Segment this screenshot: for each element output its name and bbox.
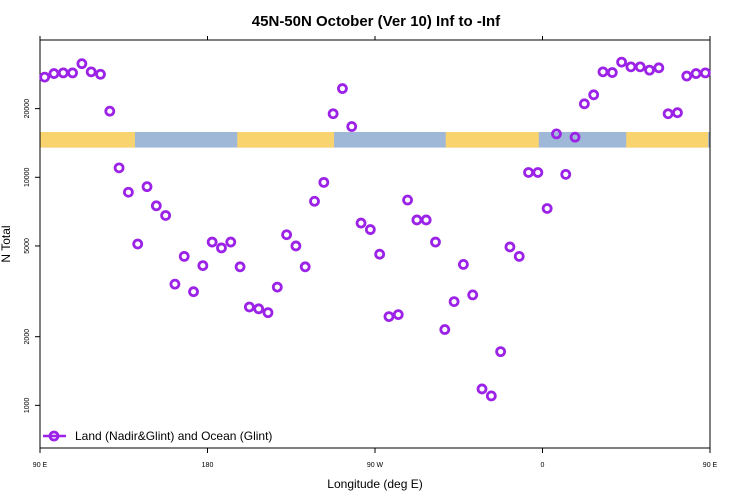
data-point xyxy=(467,289,479,301)
data-point xyxy=(132,238,144,250)
data-point xyxy=(662,108,674,120)
data-point xyxy=(625,61,637,73)
data-point xyxy=(197,260,209,271)
data-point xyxy=(430,236,441,248)
data-point xyxy=(243,301,255,313)
data-point xyxy=(569,131,581,143)
data-point xyxy=(374,248,386,260)
data-point xyxy=(327,108,339,120)
data-point xyxy=(420,214,432,226)
data-point xyxy=(681,70,693,82)
y-tick-label-2: 5000 xyxy=(24,238,31,254)
data-point xyxy=(337,83,348,94)
x-tick-label-4: 90 E xyxy=(703,462,718,469)
data-point xyxy=(318,176,330,188)
data-point xyxy=(123,186,134,198)
x-axis-label: Longitude (deg E) xyxy=(327,477,422,491)
data-point xyxy=(411,214,423,226)
data-point xyxy=(383,311,395,322)
data-point xyxy=(299,261,311,273)
data-point xyxy=(309,195,320,207)
data-point xyxy=(699,67,711,79)
data-point xyxy=(188,286,199,298)
data-point xyxy=(653,62,665,74)
data-point xyxy=(76,58,88,70)
data-point xyxy=(448,296,460,308)
data-point xyxy=(262,307,274,319)
data-point xyxy=(346,121,358,132)
data-point xyxy=(578,98,590,110)
data-point xyxy=(113,162,125,174)
data-point xyxy=(216,242,227,254)
data-point xyxy=(523,167,534,178)
data-point xyxy=(150,200,162,212)
data-point xyxy=(458,258,469,270)
y-tick-label-1: 2000 xyxy=(24,329,31,345)
legend-label: Land (Nadir&Glint) and Ocean (Glint) xyxy=(75,429,272,443)
y-tick-label-3: 10000 xyxy=(24,167,31,187)
data-point xyxy=(532,167,544,178)
map-band xyxy=(40,131,710,148)
data-point xyxy=(104,105,116,117)
data-point xyxy=(597,66,609,78)
data-point xyxy=(672,107,683,119)
data-point xyxy=(141,181,153,193)
map-band-ocean xyxy=(40,131,710,148)
data-point xyxy=(402,194,413,206)
data-point xyxy=(616,56,627,68)
data-point xyxy=(551,128,562,140)
data-point xyxy=(485,390,497,402)
data-point xyxy=(85,66,97,78)
data-point xyxy=(48,68,60,79)
data-point xyxy=(495,346,507,358)
data-point xyxy=(95,68,106,80)
map-band-land-0 xyxy=(40,131,135,148)
data-point xyxy=(392,309,404,320)
data-point xyxy=(39,71,51,83)
map-band-land-1 xyxy=(237,131,335,148)
data-point xyxy=(169,278,181,290)
y-tick-label-0: 1000 xyxy=(24,397,31,413)
data-point xyxy=(560,168,572,180)
data-point xyxy=(513,250,525,262)
x-tick-label-2: 90 W xyxy=(367,462,384,469)
data-point xyxy=(57,67,69,79)
legend-marker xyxy=(48,430,60,442)
data-point xyxy=(160,210,172,221)
data-point xyxy=(355,217,367,229)
data-point xyxy=(476,383,488,395)
data-point xyxy=(281,229,292,241)
data-point xyxy=(541,203,553,214)
data-point xyxy=(644,64,655,76)
x-tick-label-0: 90 E xyxy=(33,462,48,469)
data-point xyxy=(588,89,600,101)
data-point xyxy=(225,236,237,248)
data-point xyxy=(67,67,78,79)
data-points xyxy=(39,56,711,402)
data-point xyxy=(271,281,283,293)
data-point xyxy=(234,261,246,273)
data-point xyxy=(290,240,302,252)
data-point xyxy=(504,241,516,253)
map-band-land-3 xyxy=(626,131,709,148)
chart-title: 45N-50N October (Ver 10) Inf to -Inf xyxy=(252,13,501,30)
data-point xyxy=(364,224,376,235)
y-axis-label: N Total xyxy=(0,225,13,262)
data-point xyxy=(634,61,646,73)
data-point xyxy=(206,236,218,248)
map-band-land-2 xyxy=(445,131,539,148)
x-tick-label-1: 180 xyxy=(202,462,214,469)
data-point xyxy=(439,324,451,335)
data-point xyxy=(690,68,702,79)
y-tick-label-4: 20000 xyxy=(24,99,31,119)
data-point xyxy=(253,303,265,315)
x-tick-label-3: 0 xyxy=(541,462,545,469)
x-axis: 90 E 180 90 W 0 90 E xyxy=(33,36,718,469)
data-point xyxy=(178,250,190,262)
data-point xyxy=(606,67,618,78)
legend: Land (Nadir&Glint) and Ocean (Glint) xyxy=(43,429,272,443)
y-axis: 1000 2000 5000 10000 20000 xyxy=(24,99,40,413)
